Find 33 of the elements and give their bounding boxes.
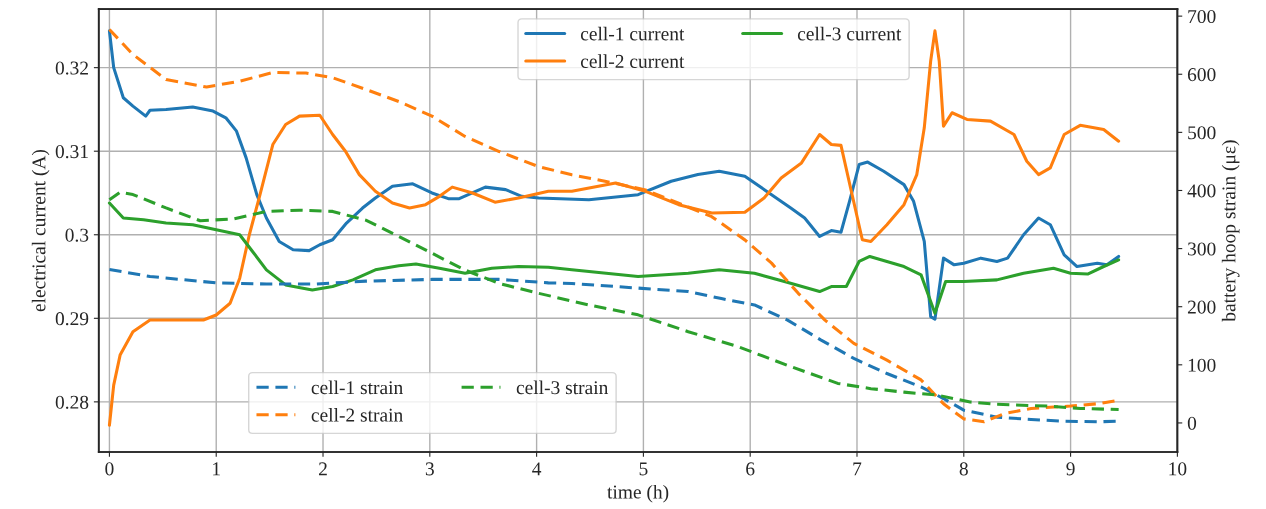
y-tick-label: 0.32: [55, 61, 88, 75]
y-tick-label: 0.3: [65, 228, 89, 242]
y2-tick-label: 100: [1188, 358, 1216, 372]
x-tick-label: 3: [425, 462, 434, 476]
x-tick-label: 1: [213, 462, 220, 476]
y-axis-title: electrical current (A): [31, 149, 50, 312]
y2-axis-title: battery hoop strain (με): [1221, 140, 1240, 322]
y-tick-label: 0.28: [55, 395, 89, 409]
y2-tick-label: 400: [1187, 184, 1216, 198]
legend-label: cell-2 strain: [311, 408, 403, 422]
y2-tick-label: 0: [1187, 416, 1197, 430]
x-tick-label: 10: [1169, 462, 1187, 476]
x-tick-label: 9: [1066, 462, 1075, 476]
x-tick-label: 6: [746, 462, 755, 476]
legend-label: cell-3 strain: [516, 380, 609, 395]
x-tick-label: 0: [105, 462, 114, 476]
x-tick-label: 7: [853, 462, 862, 476]
y2-tick-label: 300: [1188, 242, 1216, 256]
legend-label: cell-3 current: [797, 26, 902, 41]
y2-tick-label: 700: [1188, 9, 1216, 24]
legend-label: cell-1 strain: [311, 380, 403, 395]
legend-label: cell-2 current: [580, 54, 685, 68]
legend-label: cell-1 current: [580, 26, 685, 41]
x-tick-label: 8: [959, 462, 968, 476]
y-tick-label: 0.31: [55, 145, 88, 159]
y2-tick-label: 500: [1188, 126, 1216, 140]
y-tick-label: 0.29: [55, 312, 89, 326]
x-axis-title: time (h): [607, 484, 669, 503]
y2-tick-label: 600: [1187, 68, 1216, 82]
y2-tick-label: 200: [1187, 300, 1216, 314]
x-tick-label: 5: [639, 462, 648, 476]
x-tick-label: 4: [532, 462, 542, 476]
x-tick-label: 2: [319, 462, 327, 476]
